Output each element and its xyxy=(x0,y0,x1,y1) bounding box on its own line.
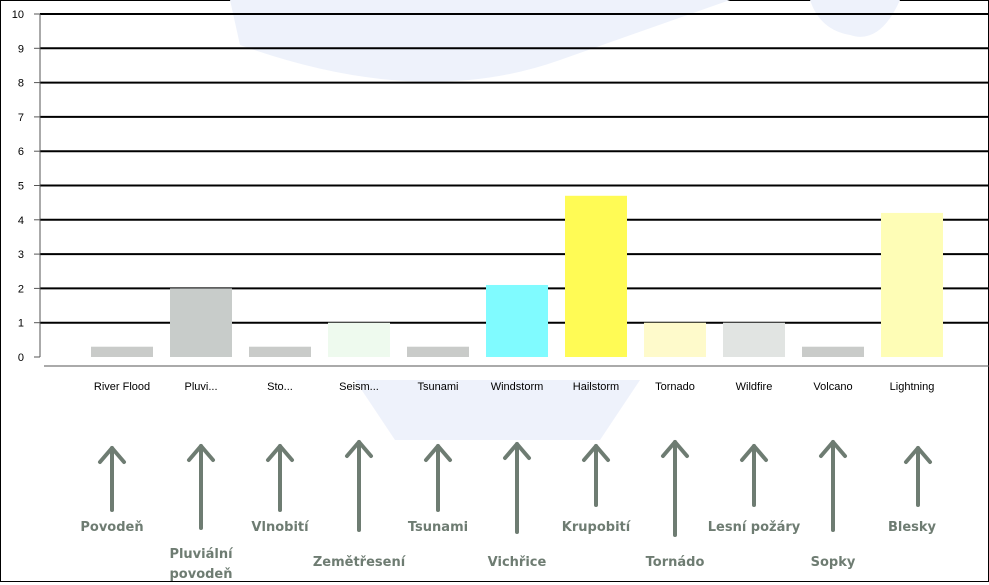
annotation-label: Tsunami xyxy=(407,520,469,535)
annotation-label: Blesky xyxy=(887,520,937,535)
annotation-label: Pluviální povodeň xyxy=(169,547,233,582)
bar xyxy=(407,346,469,357)
x-tick-label: Tsunami xyxy=(418,381,459,393)
up-arrow-icon xyxy=(904,446,932,507)
y-tick-label: 8 xyxy=(18,78,24,90)
bar xyxy=(91,346,153,357)
bar xyxy=(881,212,943,357)
y-tick-label: 1 xyxy=(18,318,24,330)
up-arrow-icon xyxy=(661,440,689,537)
up-arrow-icon xyxy=(503,442,531,534)
up-arrow-icon xyxy=(187,444,215,530)
y-tick-label: 3 xyxy=(18,249,24,261)
annotation-label: Krupobití xyxy=(561,520,631,535)
up-arrow-icon xyxy=(740,444,768,507)
bar xyxy=(486,284,548,357)
axes xyxy=(34,13,989,367)
annotation-label: Vichřice xyxy=(487,555,547,570)
labels: 0 1 2 3 4 5 6 7 8 9 10 River Flood Pluvi... Sto... Sei… xyxy=(12,9,935,393)
annotation-label: Lesní požáry xyxy=(707,520,801,535)
grid-lines xyxy=(40,13,989,324)
bar xyxy=(723,322,785,357)
up-arrow-icon xyxy=(98,446,126,512)
annotation-label: Tornádo xyxy=(645,555,705,570)
x-tick-label: Volcano xyxy=(813,381,852,393)
bars xyxy=(91,195,943,357)
x-tick-label: Wildfire xyxy=(736,381,773,393)
y-tick-label: 6 xyxy=(18,146,24,158)
y-tick-label: 0 xyxy=(18,352,24,364)
watermark-arc xyxy=(230,0,730,82)
up-arrow-icon xyxy=(266,444,294,512)
x-tick-label: Lightning xyxy=(890,381,935,393)
annotation-label: Zemětřesení xyxy=(312,555,406,570)
annotation-label: Povodeň xyxy=(80,520,144,535)
y-tick-label: 5 xyxy=(18,181,24,193)
watermark-arrow-shape xyxy=(355,380,640,440)
y-tick-label: 7 xyxy=(18,112,24,124)
y-tick-label: 4 xyxy=(18,215,24,227)
up-arrow-icon xyxy=(819,440,847,532)
bar xyxy=(170,288,232,357)
up-arrow-icon xyxy=(582,444,610,507)
y-tick-label: 2 xyxy=(18,283,24,295)
x-tick-label: Tornado xyxy=(655,381,695,393)
watermark-blob xyxy=(810,0,900,37)
x-tick-label: Pluvi... xyxy=(184,381,217,393)
bar xyxy=(565,195,627,357)
x-tick-label: Windstorm xyxy=(491,381,544,393)
x-tick-label: River Flood xyxy=(94,381,150,393)
y-tick-label: 10 xyxy=(12,9,24,21)
annotation-label: Vlnobití xyxy=(251,520,309,535)
up-arrow-icon xyxy=(345,440,373,532)
bar xyxy=(249,346,311,357)
x-tick-label: Seism... xyxy=(339,381,379,393)
annotation-label: Sopky xyxy=(810,555,856,570)
bar xyxy=(644,322,706,357)
bar xyxy=(802,346,864,357)
up-arrow-icon xyxy=(424,444,452,512)
y-tick-label: 9 xyxy=(18,43,24,55)
x-tick-label: Hailstorm xyxy=(573,381,619,393)
x-tick-label: Sto... xyxy=(267,381,293,393)
bar xyxy=(328,322,390,357)
